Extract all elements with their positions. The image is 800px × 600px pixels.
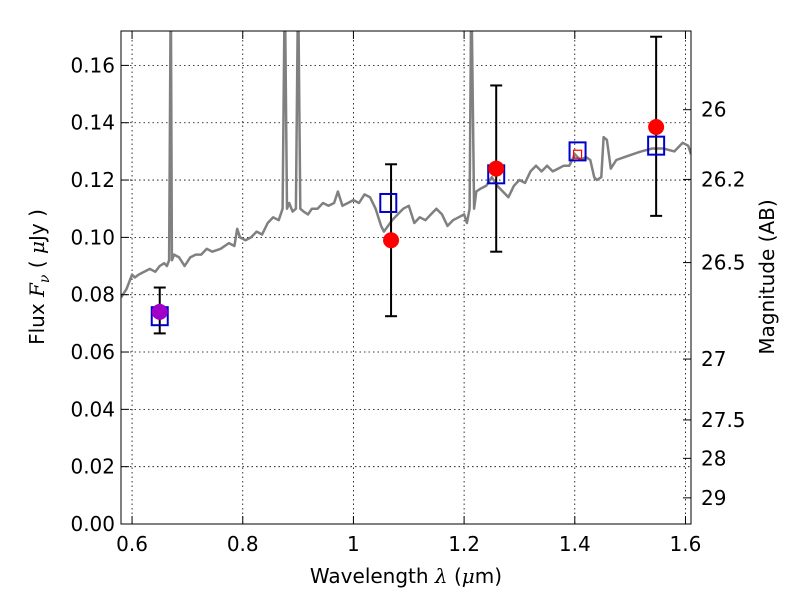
model-square [647, 135, 666, 156]
ticks [121, 31, 691, 525]
observed-point [488, 160, 505, 177]
y-tick-label: 0.00 [70, 512, 115, 536]
x-axis-label: Wavelength λ (μm) [310, 564, 502, 588]
x-tick-label: 0.8 [227, 532, 259, 556]
y-tick-label: 0.06 [70, 340, 115, 364]
mag-tick-label: 27.5 [701, 408, 746, 432]
observed-point [151, 303, 168, 320]
mag-tick-label: 26.5 [701, 251, 746, 275]
grid [121, 31, 691, 524]
spectrum-line [121, 31, 691, 299]
y2-axis-label: Magnitude (AB) [755, 199, 779, 354]
model-square [568, 141, 587, 162]
errorbar-layer [150, 35, 666, 335]
mag-tick-label: 26.2 [701, 167, 746, 191]
y-tick-label: 0.14 [70, 111, 115, 135]
y-tick-label: 0.02 [70, 455, 115, 479]
plot-frame [120, 30, 692, 525]
mag-tick-label: 27 [701, 347, 726, 371]
x-tick-label: 1.4 [559, 532, 591, 556]
mag-tick-label: 26 [701, 98, 726, 122]
y-tick-label: 0.12 [70, 168, 115, 192]
y-tick-label: 0.08 [70, 283, 115, 307]
y-axis-label: Flux Fν ( μJy ) [25, 209, 53, 345]
x-tick-label: 1 [347, 532, 360, 556]
x-tick-label: 0.6 [116, 532, 148, 556]
observed-point [383, 232, 400, 249]
observed-point [572, 149, 583, 159]
y-tick-label: 0.10 [70, 225, 115, 249]
x-tick-label: 1.6 [670, 532, 702, 556]
x-tick-label: 1.2 [448, 532, 480, 556]
y-tick-label: 0.04 [70, 397, 115, 421]
plot-background [121, 31, 691, 524]
model-square [379, 192, 398, 213]
y-tick-label: 0.16 [70, 53, 115, 77]
tick-labels: 0.6 0.8 1 1.2 1.4 1.6 0.00 0.02 0.04 0.06 0.08 0.10… [70, 53, 745, 556]
mag-tick-label: 28 [701, 446, 726, 470]
observed-point [648, 119, 665, 136]
mag-tick-label: 29 [701, 486, 726, 510]
series-layer [121, 31, 691, 299]
